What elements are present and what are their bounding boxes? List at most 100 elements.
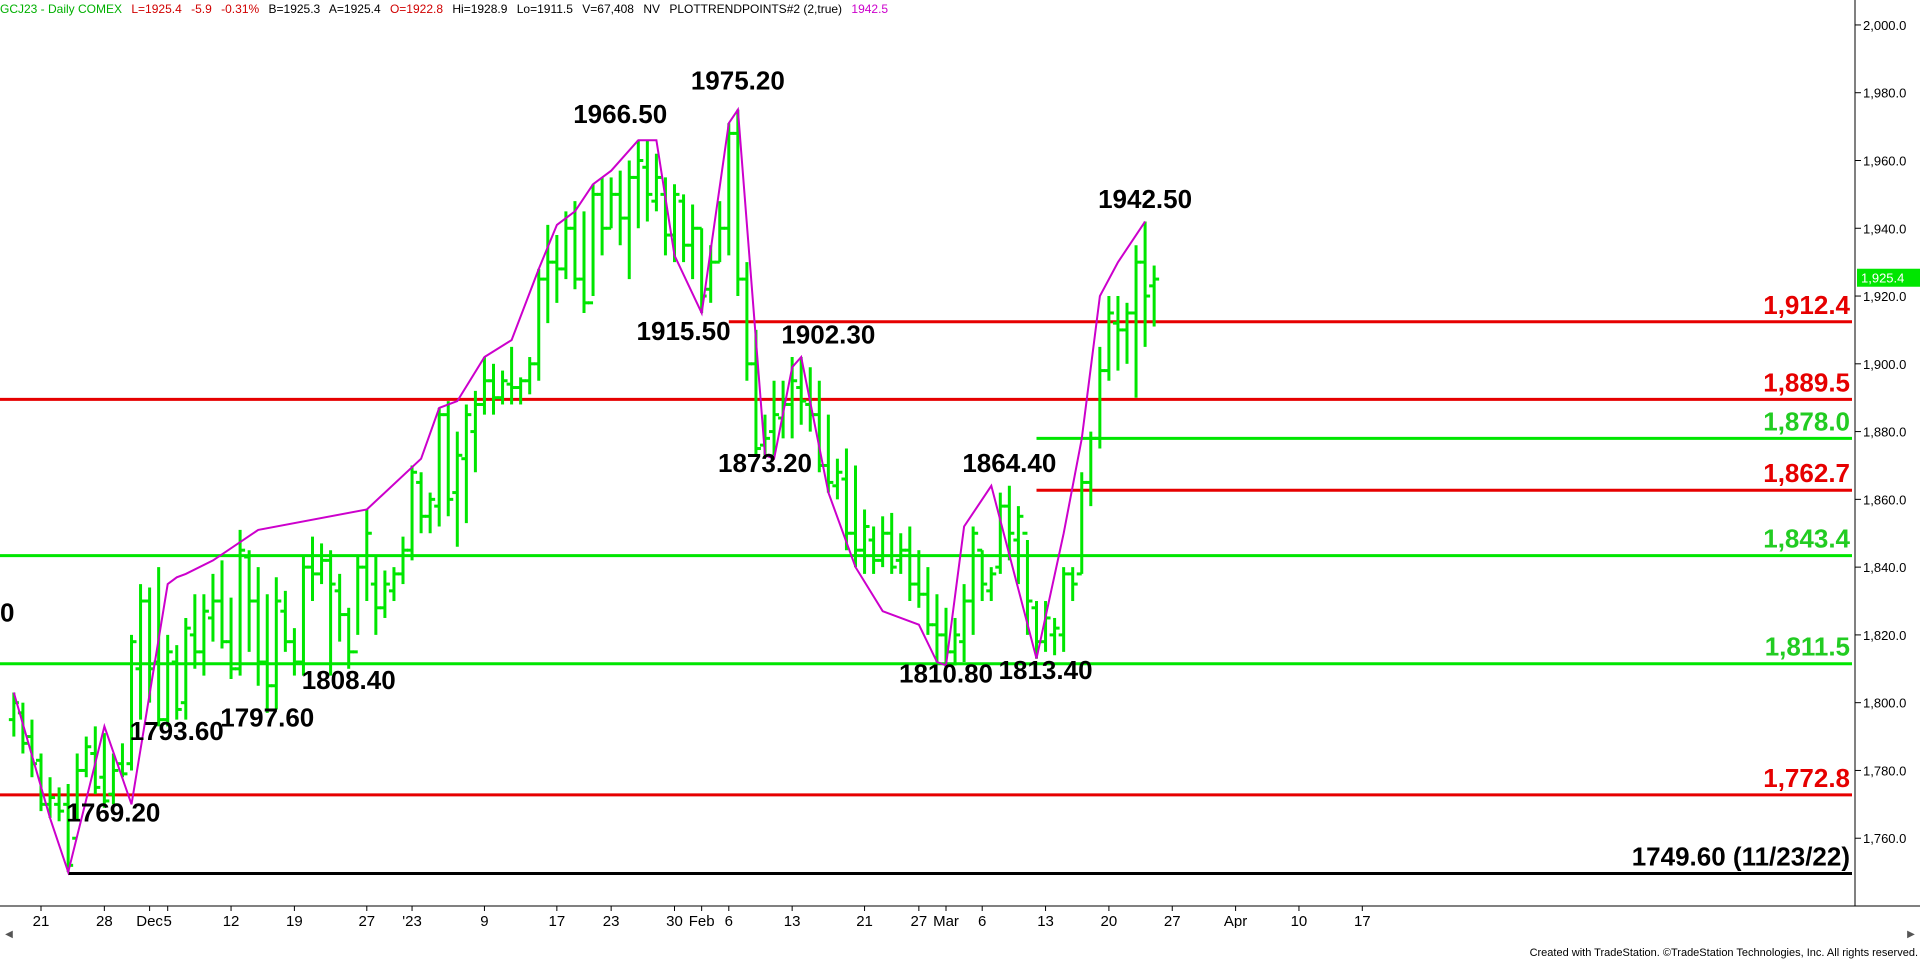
price-bar bbox=[868, 526, 879, 574]
indicator-value: 1942.5 bbox=[851, 2, 889, 16]
price-bar bbox=[904, 526, 915, 602]
x-tick-label: Dec bbox=[136, 913, 163, 928]
footer-credit: Created with TradeStation. ©TradeStation… bbox=[1529, 947, 1918, 959]
price-bar bbox=[606, 177, 617, 230]
price-bar bbox=[533, 268, 544, 381]
price-bar bbox=[434, 407, 445, 527]
price-bar bbox=[126, 634, 137, 771]
price-bar bbox=[1112, 296, 1123, 371]
price-bar bbox=[678, 194, 689, 263]
price-bar bbox=[488, 363, 499, 415]
x-tick-label: Mar bbox=[933, 913, 959, 928]
price-bar bbox=[343, 607, 354, 669]
price-bar bbox=[1067, 567, 1078, 602]
volume-label: V=67,408 bbox=[582, 2, 634, 16]
price-bar bbox=[732, 109, 743, 297]
price-bar bbox=[1122, 302, 1132, 364]
swing-label: 1864.40 bbox=[962, 448, 1056, 478]
scroll-left-icon[interactable]: ◀ bbox=[5, 929, 13, 940]
price-bar bbox=[922, 567, 933, 635]
price-bar bbox=[135, 584, 146, 720]
price-bar bbox=[588, 184, 599, 305]
price-bar bbox=[986, 567, 997, 602]
x-tick-label: Apr bbox=[1224, 913, 1247, 928]
price-bar bbox=[524, 357, 535, 395]
price-bar bbox=[832, 458, 843, 500]
date-axis[interactable]: 21 28 Dec 5 12 19 27 '23 9 17 23 30 Feb 6 13 21 27 Mar 6 13… bbox=[33, 906, 1371, 928]
price-bar bbox=[99, 733, 110, 808]
price-bar bbox=[244, 550, 255, 652]
price-bar bbox=[959, 584, 970, 663]
price-bar bbox=[877, 516, 888, 568]
price-bar bbox=[479, 357, 490, 415]
x-tick-label: 27 bbox=[911, 913, 928, 928]
swing-label: 1942.50 bbox=[1098, 184, 1192, 214]
price-bar bbox=[850, 465, 861, 568]
x-tick-label: 27 bbox=[358, 913, 375, 928]
y-tick-label: 1,960.0 bbox=[1863, 153, 1906, 168]
price-bar bbox=[977, 548, 988, 602]
price-bar bbox=[615, 170, 626, 246]
price-bar bbox=[1004, 485, 1015, 561]
percent-change-label: -0.31% bbox=[221, 2, 260, 16]
swing-label: 0 bbox=[0, 597, 14, 627]
x-tick-label: 20 bbox=[1101, 913, 1118, 928]
price-bar bbox=[895, 533, 906, 574]
price-bar bbox=[551, 235, 562, 303]
price-bar bbox=[262, 594, 273, 713]
x-tick-label: 17 bbox=[1354, 913, 1371, 928]
level-labels: 1,912.4 1,889.5 1,878.0 1,862.7 1,843.4 1,811… bbox=[1632, 290, 1851, 872]
x-tick-label: 17 bbox=[549, 913, 566, 928]
trend-polyline bbox=[12, 106, 1146, 876]
price-bar bbox=[36, 753, 46, 812]
indicator-label: PLOTTRENDPOINTS#2 (2,true) bbox=[669, 2, 843, 16]
low-label: Lo=1911.5 bbox=[516, 2, 573, 16]
y-tick-label: 1,980.0 bbox=[1863, 86, 1906, 101]
x-tick-label: 28 bbox=[96, 913, 113, 928]
price-axis[interactable]: 2,000.0 1,980.0 1,960.0 1,940.0 1,920.0 1,900… bbox=[1855, 18, 1920, 846]
price-bar bbox=[1140, 221, 1151, 347]
price-bar bbox=[687, 204, 698, 280]
y-tick-label: 2,000.0 bbox=[1863, 18, 1906, 33]
price-bar bbox=[352, 556, 363, 654]
y-tick-label: 1,880.0 bbox=[1863, 425, 1906, 440]
price-bar bbox=[968, 526, 979, 635]
swing-label: 1975.20 bbox=[691, 65, 785, 95]
swing-label: 1808.40 bbox=[302, 665, 396, 695]
x-tick-label: 23 bbox=[603, 913, 620, 928]
x-tick-label: 10 bbox=[1291, 913, 1308, 928]
x-tick-label: 9 bbox=[480, 913, 488, 928]
price-bar bbox=[1040, 601, 1051, 652]
price-bar bbox=[443, 401, 454, 517]
price-bar bbox=[379, 570, 390, 618]
swing-label: 1793.60 bbox=[130, 716, 224, 746]
bid-label: B=1925.3 bbox=[268, 2, 321, 16]
price-bar bbox=[497, 370, 508, 405]
price-bar bbox=[1058, 567, 1069, 652]
x-tick-label: 21 bbox=[856, 913, 873, 928]
price-bar bbox=[597, 177, 608, 256]
price-bar bbox=[325, 550, 336, 676]
price-bar bbox=[886, 512, 897, 574]
price-bar bbox=[171, 645, 182, 720]
level-label: 1,912.4 bbox=[1763, 290, 1850, 320]
price-bar bbox=[1094, 346, 1105, 449]
level-label: 1,772.8 bbox=[1763, 763, 1850, 793]
x-tick-label: 19 bbox=[286, 913, 303, 928]
x-tick-label: 13 bbox=[784, 913, 801, 928]
price-bar bbox=[452, 431, 463, 547]
price-bars bbox=[8, 109, 1160, 873]
support-resistance-levels bbox=[0, 320, 1852, 875]
price-bar bbox=[198, 594, 209, 676]
x-tick-label: 6 bbox=[978, 913, 986, 928]
change-label: -5.9 bbox=[191, 2, 212, 16]
scroll-right-icon[interactable]: ▶ bbox=[1907, 929, 1915, 940]
price-bar bbox=[334, 573, 345, 642]
plot-area bbox=[0, 0, 1920, 907]
price-bar bbox=[45, 777, 56, 818]
price-bar bbox=[651, 153, 662, 212]
last-price-marker bbox=[1857, 268, 1920, 287]
horizontal-scrollbar[interactable]: ◀ ▶ bbox=[0, 928, 1920, 942]
